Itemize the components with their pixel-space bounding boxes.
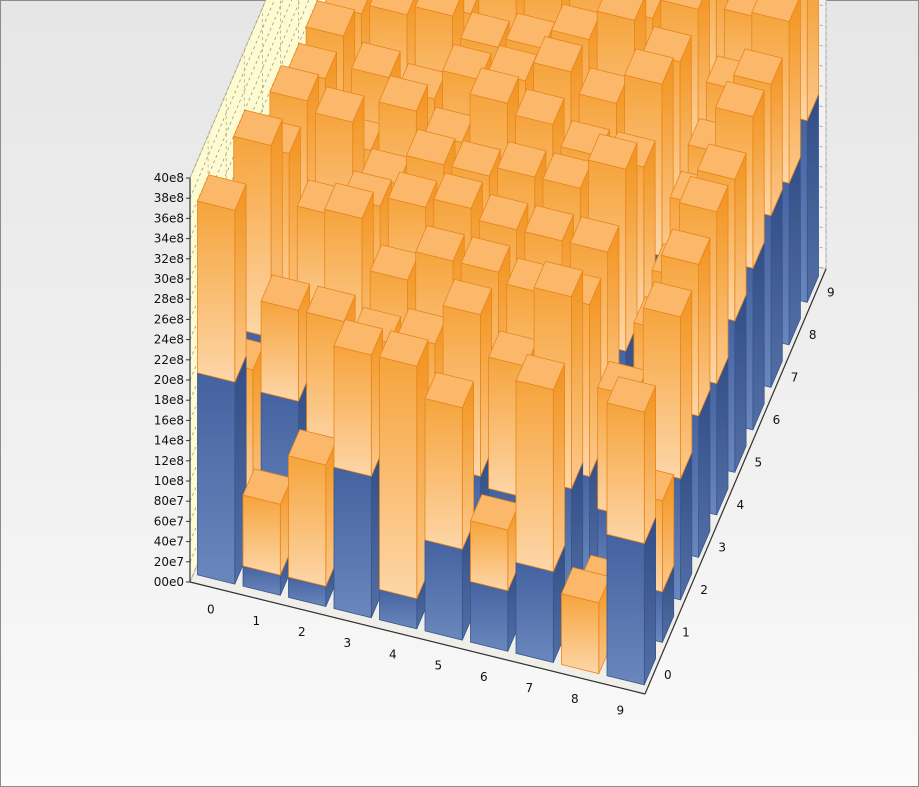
tower-segment-series2 (378, 330, 429, 600)
tower-segment-series2 (560, 567, 611, 675)
x-tick-label: 3 (343, 636, 351, 650)
tower-segment-series2 (515, 353, 566, 573)
x-tick-label: 6 (480, 670, 488, 684)
z-tick-label: 3 (718, 540, 726, 554)
y-tick-label: 40e7 (154, 535, 184, 549)
y-tick-label: 18e8 (154, 393, 184, 407)
y-tick-label: 20e7 (154, 555, 184, 569)
tower-segment-series2 (260, 274, 311, 402)
tower-segment-series2 (287, 429, 338, 587)
y-tick-label: 16e8 (154, 413, 184, 427)
z-tick-label: 8 (809, 328, 817, 342)
z-tick-label: 7 (791, 370, 799, 384)
y-tick-label: 28e8 (154, 292, 184, 306)
y-tick-label: 36e8 (154, 211, 184, 225)
x-tick-label: 4 (389, 647, 397, 661)
y-tick-label: 26e8 (154, 312, 184, 326)
x-tick-label: 2 (298, 625, 306, 639)
chart-axes: 00e0 20e7 40e7 60e7 80e7 10e8 12e8 14e8 16e8 18e8… (154, 171, 835, 717)
y-tick-label: 32e8 (154, 252, 184, 266)
z-tick-label: 6 (773, 413, 781, 427)
tower-segment-series2 (469, 494, 520, 592)
z-tick-label: 9 (827, 285, 835, 299)
z-tick-label: 4 (737, 498, 745, 512)
x-tick-label: 0 (207, 603, 215, 617)
tower-segment-series1 (196, 346, 247, 585)
z-tick-label: 0 (664, 668, 672, 682)
z-tick-label: 1 (682, 625, 690, 639)
tower-segment-series2 (242, 468, 293, 576)
z-tick-label: 2 (700, 583, 708, 597)
tower-segment-series2 (606, 376, 657, 545)
y-tick-label: 30e8 (154, 272, 184, 286)
z-tick-label: 5 (755, 455, 763, 469)
x-axis-line (189, 581, 646, 695)
x-tick-label: 5 (434, 659, 442, 673)
y-tick-label: 20e8 (154, 373, 184, 387)
y-tick-label: 24e8 (154, 333, 184, 347)
y-tick-label: 22e8 (154, 353, 184, 367)
y-tick-label: 40e8 (154, 171, 184, 185)
y-tick-label: 80e7 (154, 494, 184, 508)
y-tick-label: 12e8 (154, 454, 184, 468)
x-tick-label: 1 (252, 614, 260, 628)
tower-segment-series2 (333, 319, 384, 477)
z-axis-line (644, 268, 827, 695)
tower-segment-series2 (424, 371, 475, 550)
y-tick-label: 10e8 (154, 474, 184, 488)
x-tick-label: 8 (571, 692, 579, 706)
y-tick-label: 38e8 (154, 191, 184, 205)
y-tick-label: 00e0 (154, 575, 184, 589)
tower-segment-series2 (196, 174, 247, 383)
x-tick-label: 7 (525, 681, 533, 695)
y-tick-label: 60e7 (154, 514, 184, 528)
x-tick-label: 9 (616, 703, 624, 717)
y-tick-label: 14e8 (154, 434, 184, 448)
y-tick-label: 34e8 (154, 232, 184, 246)
chart-towers (196, 0, 820, 686)
